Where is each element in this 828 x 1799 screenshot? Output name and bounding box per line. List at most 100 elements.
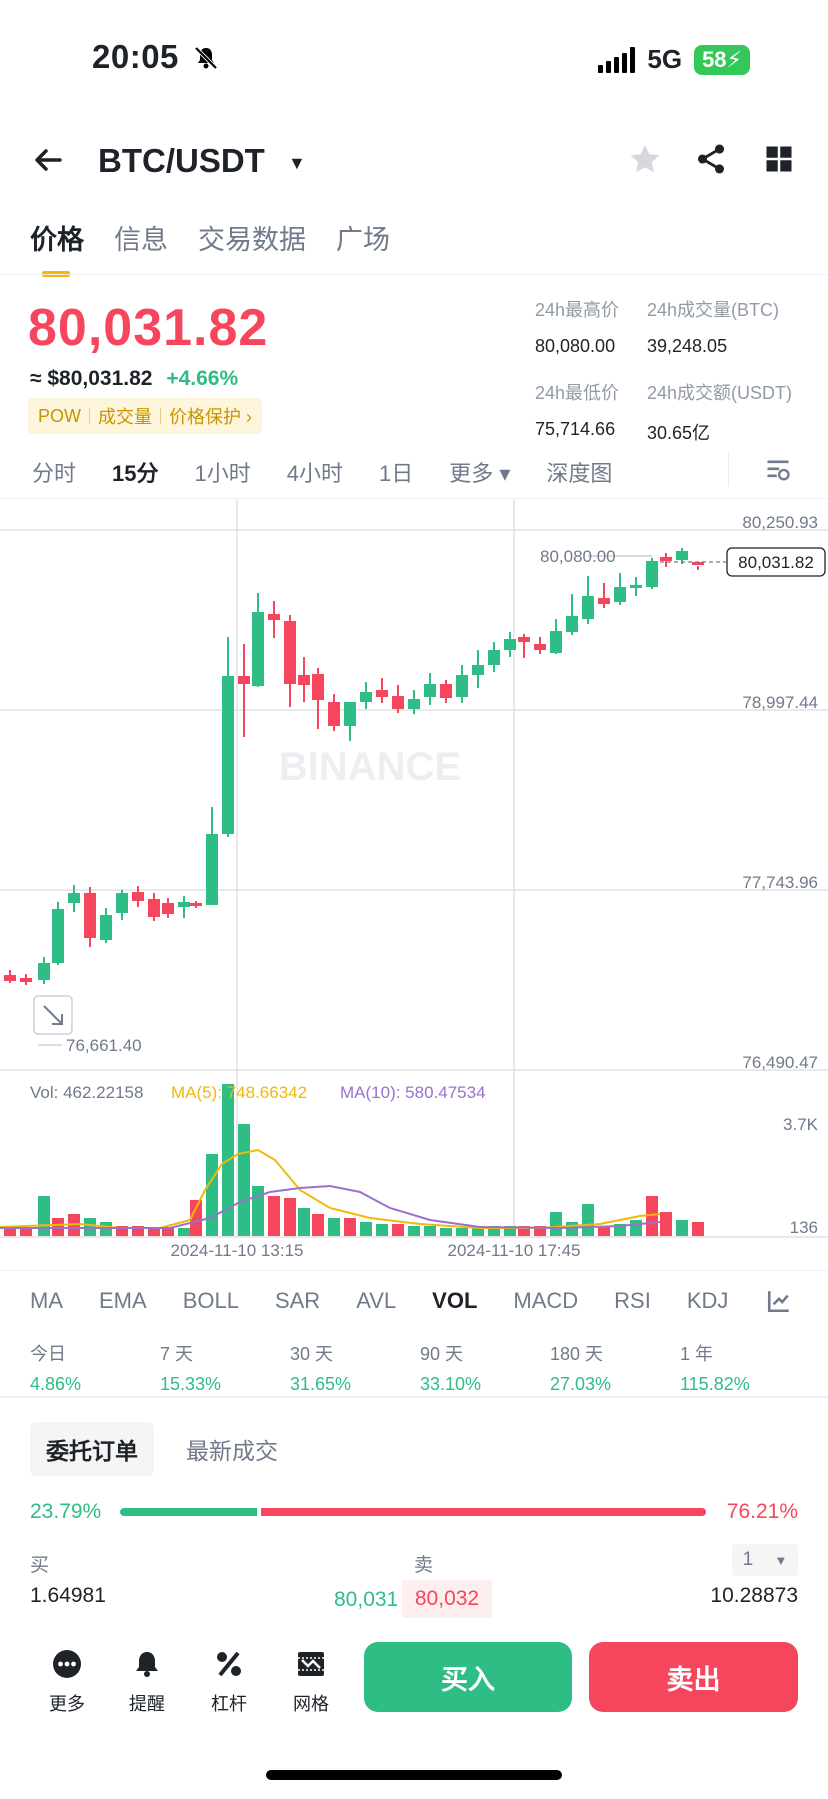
tabs-divider (0, 274, 828, 275)
indicator-kdj[interactable]: KDJ (686, 1288, 729, 1313)
perf-value: 27.03% (550, 1374, 612, 1394)
candle-body (178, 902, 190, 907)
status-indicators: 5G 58⚡ (598, 44, 750, 75)
chart-bottom-divider (0, 1270, 828, 1271)
indicator-settings-icon[interactable] (766, 1288, 792, 1314)
perf-7d: 7 天 15.33% (160, 1340, 290, 1395)
nav-more[interactable]: 更多 (32, 1648, 102, 1716)
volume-bar (268, 1196, 280, 1236)
volume-bar (440, 1228, 452, 1236)
volume-bar (598, 1226, 610, 1236)
home-indicator (266, 1770, 562, 1780)
back-arrow-icon[interactable] (30, 142, 66, 178)
best-bid[interactable]: 80,031 (334, 1588, 399, 1611)
interval-4h[interactable]: 4小时 (286, 461, 343, 486)
volume-bar (424, 1226, 436, 1236)
vol-btc-label: 24h成交量(BTC) (647, 300, 780, 320)
volume-bar (582, 1204, 594, 1236)
candle-body (38, 963, 50, 980)
candle-body (222, 676, 234, 834)
interval-15m[interactable]: 15分 (112, 461, 159, 486)
grid-layout-icon[interactable] (764, 144, 794, 174)
depth-precision-value: 1 (742, 1549, 754, 1570)
vol-axis-min: 136 (790, 1218, 818, 1237)
interval-more[interactable]: 更多 ▾ (449, 461, 511, 486)
tag-price-protection[interactable]: 价格保护 › (169, 407, 252, 427)
tag-volume[interactable]: 成交量 (98, 407, 152, 427)
tag-separator (89, 408, 90, 424)
interval-line[interactable]: 分时 (32, 461, 77, 486)
candle-body (518, 637, 530, 642)
candle-body (344, 702, 356, 726)
volume-bar (472, 1226, 484, 1236)
candle-body (360, 692, 372, 702)
chart-settings-icon[interactable] (764, 456, 792, 484)
indicator-rsi[interactable]: RSI (614, 1288, 651, 1313)
volume-bar (630, 1220, 642, 1236)
indicator-sar[interactable]: SAR (274, 1288, 321, 1313)
buy-button[interactable]: 买入 (364, 1642, 572, 1712)
candle-body (376, 690, 388, 697)
candle-body (630, 585, 642, 588)
candle-body (68, 893, 80, 903)
star-icon[interactable] (628, 142, 662, 176)
candle-body (84, 893, 96, 938)
sell-button[interactable]: 卖出 (589, 1642, 798, 1712)
buy-quantity: 1.64981 (30, 1584, 106, 1607)
interval-1d[interactable]: 1日 (379, 461, 414, 486)
buy-column-label: 买 (30, 1555, 50, 1576)
interval-1h[interactable]: 1小时 (194, 461, 251, 486)
candle-body (190, 903, 202, 906)
tag-pow[interactable]: POW (38, 405, 81, 426)
indicator-avl[interactable]: AVL (356, 1288, 397, 1313)
low-label: 24h最低价 (535, 383, 620, 403)
tab-order-book[interactable]: 委托订单 (30, 1422, 154, 1476)
candle-body (504, 639, 516, 650)
indicator-ma[interactable]: MA (30, 1288, 63, 1313)
volume-bar (504, 1226, 516, 1236)
tab-trading-data[interactable]: 交易数据 (198, 225, 306, 255)
volume-bar (116, 1226, 128, 1236)
best-ask[interactable]: 80,032 (402, 1580, 492, 1618)
tab-square[interactable]: 广场 (336, 225, 390, 255)
indicator-ema[interactable]: EMA (99, 1288, 147, 1313)
tag-strip[interactable]: POW 成交量 价格保护 › (28, 398, 262, 434)
tab-price[interactable]: 价格 (30, 218, 84, 277)
candle-body (328, 702, 340, 726)
grid-bot-icon (298, 1652, 324, 1676)
price-axis-label: 76,490.47 (742, 1053, 818, 1072)
tab-info[interactable]: 信息 (114, 225, 168, 255)
tab-recent-trades[interactable]: 最新成交 (186, 1438, 278, 1464)
time-label: 2024-11-10 17:45 (448, 1241, 581, 1260)
share-icon[interactable] (694, 142, 728, 176)
sell-ratio: 76.21% (726, 1500, 798, 1523)
volume-bar (148, 1228, 160, 1236)
candle-body (676, 551, 688, 560)
candle-body (440, 684, 452, 698)
high-marker: 80,080.00 (540, 547, 616, 566)
volume-bar (566, 1222, 578, 1236)
nav-grid[interactable]: 网格 (276, 1648, 346, 1716)
last-price: 80,031.82 (28, 299, 269, 357)
depth-precision-select[interactable]: 1 ▼ (732, 1544, 798, 1576)
ratio-bar-buy (120, 1508, 258, 1516)
candle-body (472, 665, 484, 675)
candle-body (660, 557, 672, 561)
candle-body (312, 674, 324, 700)
ratio-bar (120, 1508, 706, 1516)
volume-bar (534, 1226, 546, 1236)
volume-bar (646, 1196, 658, 1236)
nav-leverage[interactable]: 杠杆 (194, 1648, 264, 1716)
perf-label: 今日 (30, 1344, 66, 1364)
battery-icon: 58⚡ (694, 44, 750, 75)
candle-body (424, 684, 436, 697)
pair-selector[interactable]: BTC/USDT ▼ (98, 142, 306, 180)
candlestick-chart[interactable]: BINANCE 80,250.93 78,997.44 77,743.96 76… (0, 500, 828, 1268)
volume-bar (518, 1226, 530, 1236)
indicator-vol[interactable]: VOL (432, 1288, 478, 1313)
depth-chart-tab[interactable]: 深度图 (546, 461, 613, 486)
nav-alert[interactable]: 提醒 (112, 1648, 182, 1716)
indicator-boll[interactable]: BOLL (182, 1288, 239, 1313)
indicator-macd[interactable]: MACD (513, 1288, 579, 1313)
volume-bar (360, 1222, 372, 1236)
